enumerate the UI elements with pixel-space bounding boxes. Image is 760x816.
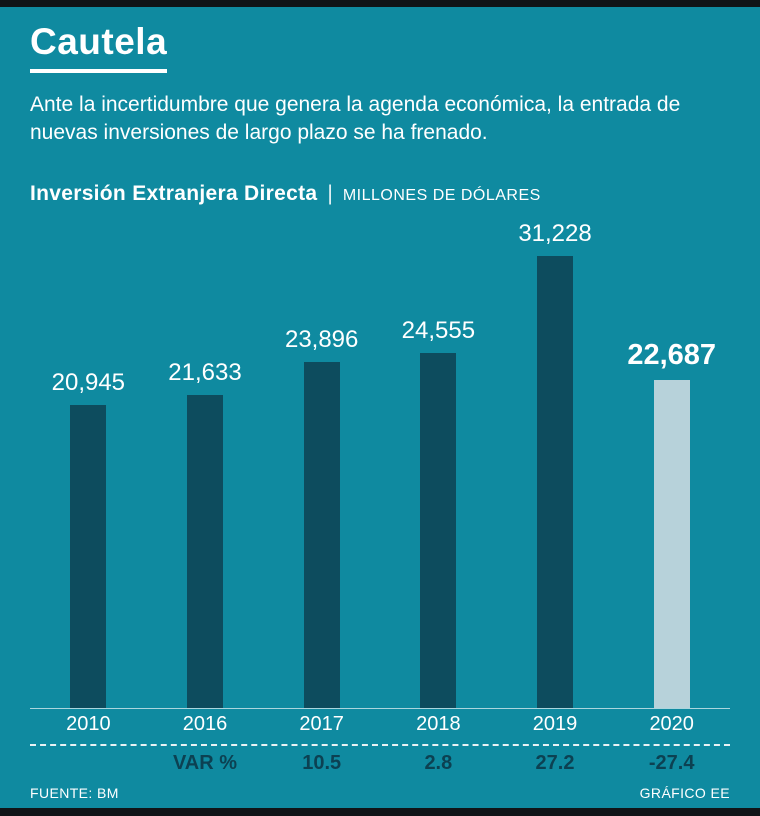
bar-value-label: 31,228 xyxy=(518,219,592,247)
x-axis-label: 2017 xyxy=(299,712,344,735)
page-subtitle: Ante la incertidumbre que genera la agen… xyxy=(30,93,681,145)
bar xyxy=(303,361,340,708)
page-title: Cautela xyxy=(30,21,168,73)
bar-value-label: 21,633 xyxy=(168,358,242,386)
bar xyxy=(537,255,574,708)
dashed-divider xyxy=(30,743,730,746)
var-percent-value: 10.5 xyxy=(302,751,342,774)
x-axis-label: 2019 xyxy=(532,712,578,735)
bar-value-label: 20,945 xyxy=(51,368,126,396)
bar-column: 31,228 xyxy=(497,220,614,708)
var-percent-value: 27.2 xyxy=(535,751,575,774)
x-axis-label: 2016 xyxy=(182,712,228,735)
bar-column: 22,687 xyxy=(613,339,730,708)
x-axis-label: 2010 xyxy=(66,712,111,735)
credit-label: GRÁFICO EE xyxy=(639,784,730,801)
bar-highlight xyxy=(653,379,690,708)
var-percent-row: VAR % 10.5 2.8 27.2 -27.4 xyxy=(30,752,730,775)
x-axis-label: 2018 xyxy=(416,712,461,735)
chart-units-label: MILLONES DE DÓLARES xyxy=(342,186,541,204)
bar-column: 23,896 xyxy=(263,326,380,708)
bar-value-label-highlight: 22,687 xyxy=(627,338,717,371)
x-axis-labels: 2010 2016 2017 2018 2019 2020 xyxy=(30,713,730,736)
x-axis-label: 2020 xyxy=(649,712,694,735)
bar xyxy=(187,394,223,708)
footer: FUENTE: BM GRÁFICO EE xyxy=(30,785,730,801)
bar-column: 21,633 xyxy=(147,359,264,708)
bar xyxy=(70,404,107,708)
bar-chart: 20,945 21,633 23,896 24,555 31,228 22,687 xyxy=(30,216,730,709)
bar-column: 24,555 xyxy=(380,317,497,708)
chart-title-separator: | xyxy=(327,181,333,205)
chart-title: Inversión Extranjera Directa xyxy=(30,181,318,205)
bar-value-label: 24,555 xyxy=(401,316,476,344)
var-percent-value: 2.8 xyxy=(424,751,453,774)
bar xyxy=(420,352,457,708)
bar-column: 20,945 xyxy=(30,369,147,708)
var-percent-label: VAR % xyxy=(172,751,238,774)
var-percent-value xyxy=(30,752,147,775)
top-border-strip xyxy=(0,0,760,7)
bar-value-label: 23,896 xyxy=(284,325,359,353)
source-label: FUENTE: BM xyxy=(30,784,119,801)
var-percent-value: -27.4 xyxy=(648,751,695,774)
chart-header: Inversión Extranjera Directa | MILLONES … xyxy=(30,182,730,206)
bottom-border-strip xyxy=(0,808,760,816)
